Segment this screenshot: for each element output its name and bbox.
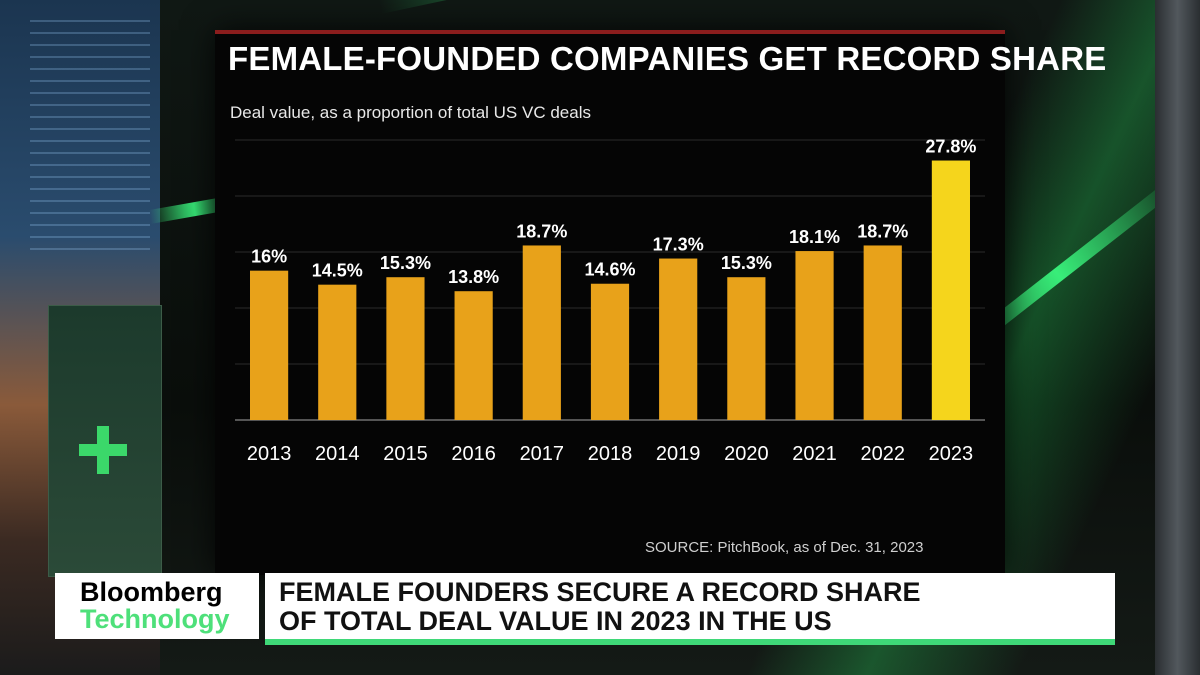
- bar-2015: [386, 277, 425, 420]
- data-label-2014: 14.5%: [312, 261, 363, 281]
- bar-2021: [795, 251, 834, 420]
- bar-2022: [863, 245, 902, 420]
- headline-line-2: OF TOTAL DEAL VALUE IN 2023 IN THE US: [279, 606, 832, 636]
- x-tick-2023: 2023: [929, 443, 974, 465]
- bar-2019: [659, 258, 698, 420]
- x-tick-2020: 2020: [724, 443, 769, 465]
- data-label-2013: 16%: [251, 247, 287, 267]
- data-label-2020: 15.3%: [721, 253, 772, 273]
- headline-line-1: FEMALE FOUNDERS SECURE A RECORD SHARE: [279, 577, 921, 607]
- left-green-panel: [48, 305, 162, 577]
- bar-2018: [590, 283, 630, 420]
- x-tick-2022: 2022: [860, 443, 905, 465]
- stock-ticker-display: [30, 20, 150, 260]
- headline-accent-strip: [265, 639, 1115, 645]
- bars: [250, 160, 970, 420]
- data-label-2017: 18.7%: [516, 221, 567, 241]
- data-label-2023: 27.8%: [925, 137, 976, 157]
- data-label-2016: 13.8%: [448, 267, 499, 287]
- source-note: SOURCE: PitchBook, as of Dec. 31, 2023: [645, 539, 924, 556]
- lower-third: Bloomberg Technology FEMALE FOUNDERS SEC…: [55, 573, 1117, 645]
- x-tick-2018: 2018: [588, 443, 633, 465]
- bar-2020: [727, 277, 766, 420]
- data-label-2021: 18.1%: [789, 227, 840, 247]
- x-tick-2013: 2013: [247, 443, 292, 465]
- plus-icon: [79, 426, 127, 474]
- right-studio-pillar: [1155, 0, 1200, 675]
- bar-2017: [522, 245, 561, 420]
- x-tick-labels: 2013 2014 2015 2016 2017 2018 2019 2020 2021 2022…: [247, 443, 973, 465]
- x-tick-2021: 2021: [792, 443, 837, 465]
- bar-2023: [931, 160, 970, 420]
- data-label-2018: 14.6%: [584, 260, 635, 280]
- x-tick-2017: 2017: [520, 443, 565, 465]
- data-label-2015: 15.3%: [380, 253, 431, 273]
- data-labels: 16% 14.5% 15.3% 13.8% 18.7% 14.6% 17.3% 15.3% 18…: [251, 137, 976, 288]
- bar-chart: 16% 14.5% 15.3% 13.8% 18.7% 14.6% 17.3% 15.3% 18…: [235, 137, 985, 465]
- data-label-2022: 18.7%: [857, 221, 908, 241]
- bar-2016: [454, 291, 493, 420]
- data-label-2019: 17.3%: [653, 235, 704, 255]
- screen-top-accent: [215, 30, 1005, 34]
- x-tick-2016: 2016: [451, 443, 496, 465]
- brand-name: Bloomberg: [80, 577, 223, 607]
- bar-2014: [318, 284, 357, 420]
- x-tick-2019: 2019: [656, 443, 701, 465]
- chart-subtitle: Deal value, as a proportion of total US …: [230, 103, 591, 122]
- brand-box: Bloomberg Technology: [55, 573, 259, 639]
- x-tick-2015: 2015: [383, 443, 428, 465]
- brand-program: Technology: [80, 604, 230, 634]
- chart-title: FEMALE-FOUNDED COMPANIES GET RECORD SHAR…: [228, 40, 1107, 77]
- x-tick-2014: 2014: [315, 443, 360, 465]
- headline-box: FEMALE FOUNDERS SECURE A RECORD SHARE OF…: [265, 573, 1115, 639]
- bar-2013: [250, 270, 289, 420]
